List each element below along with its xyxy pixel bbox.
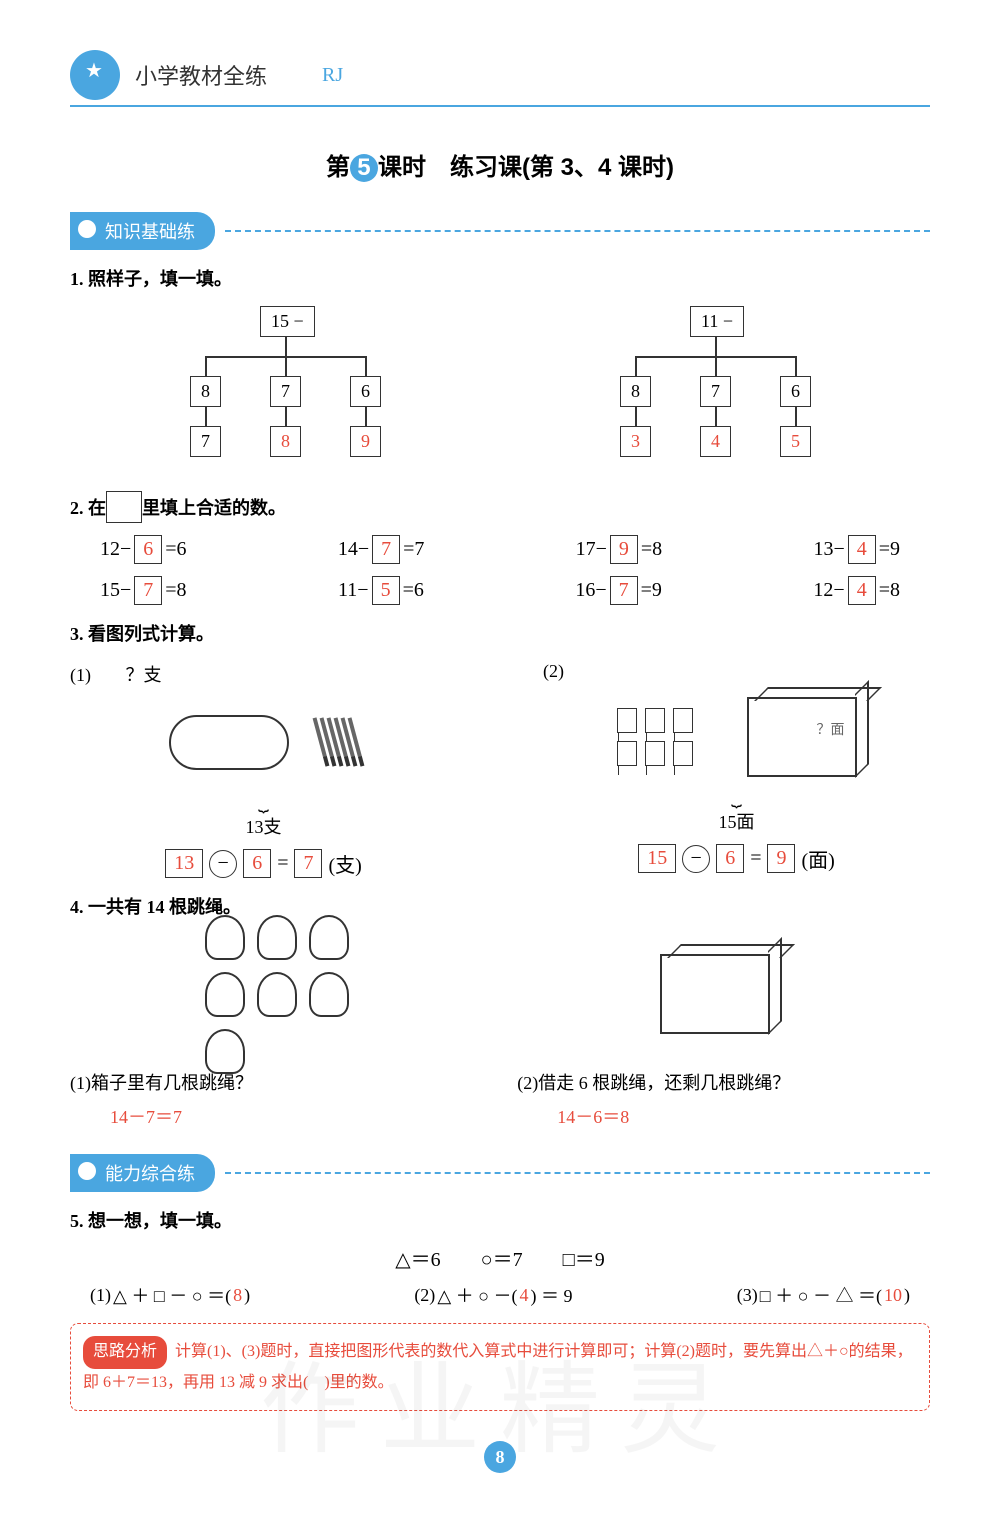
tree1-top: 15 − xyxy=(260,306,315,337)
header-edition: RJ xyxy=(322,64,343,87)
q2-prefix: 在 xyxy=(88,498,106,518)
tree-1: 15 − 8 7 6 7 8 9 xyxy=(145,306,425,476)
q3-label: 3. xyxy=(70,624,84,644)
lesson-suffix: 练习课(第 3、4 课时) xyxy=(450,154,674,181)
q4-p1: (1)箱子里有几根跳绳？ 14－7＝7 xyxy=(70,1069,483,1129)
section-badge-basic: 知识基础练 xyxy=(70,212,215,250)
q3-p1: (1) ？支 ⏟13支 13 − 6 = 7 (支) xyxy=(70,661,457,878)
q3-p2-brace: ⏟15面 xyxy=(543,787,930,834)
tree2-top: 11 − xyxy=(690,306,744,337)
q2-blank-icon xyxy=(106,491,142,523)
q2-row-0: 12−6=6 14−7=7 17−9=8 13−4=9 xyxy=(100,535,900,564)
q3-p2-num: (2) xyxy=(543,661,564,681)
box-icon-2 xyxy=(625,934,805,1054)
section-badge-comprehensive: 能力综合练 xyxy=(70,1154,215,1192)
q4-p1-ans: 14－7＝7 xyxy=(110,1103,483,1129)
analysis-text: 计算(1)、(3)题时，直接把图形代表的数代入算式中进行计算即可；计算(2)题时… xyxy=(83,1343,913,1391)
tree1-bot-0: 7 xyxy=(190,426,221,457)
tree1-mid-1: 7 xyxy=(270,376,301,407)
flags-icon xyxy=(617,708,717,766)
tree2-bot-0: 3 xyxy=(620,426,651,457)
tree2-bot-2: 5 xyxy=(780,426,811,457)
q2-0-2: 17−9=8 xyxy=(576,535,663,564)
box-icon: ？面 xyxy=(747,697,857,777)
analysis-badge: 思路分析 xyxy=(83,1336,167,1369)
lesson-title: 第5课时 练习课(第 3、4 课时) xyxy=(70,147,930,182)
question-1: 1. 照样子，填一填。 15 − 8 7 6 7 8 9 xyxy=(70,265,930,476)
q2-row-1: 15−7=8 11−5=6 16−7=9 12−4=8 xyxy=(100,576,900,605)
q3-p1-top: ？支 xyxy=(126,665,162,685)
ropes-icon xyxy=(195,934,375,1054)
q3-p1-equation: 13 − 6 = 7 (支) xyxy=(70,849,457,878)
q2-0-3: 13−4=9 xyxy=(813,535,900,564)
q3-p2-image: ？面 xyxy=(543,692,930,782)
q4-label: 4. xyxy=(70,897,84,917)
lesson-prefix: 第 xyxy=(326,154,350,181)
lesson-number-badge: 5 xyxy=(350,154,378,182)
tree-2: 11 − 8 7 6 3 4 5 xyxy=(575,306,855,476)
tree2-mid-1: 7 xyxy=(700,376,731,407)
q2-1-3: 12−4=8 xyxy=(813,576,900,605)
section-header-comprehensive: 能力综合练 xyxy=(70,1154,930,1192)
question-4: 4. 一共有 14 根跳绳。 (1)箱子里有几根跳绳？ 14－7＝7 (2)借走… xyxy=(70,893,930,1129)
q2-1-1: 11−5=6 xyxy=(338,576,424,605)
header-title: 小学教材全练 xyxy=(135,59,267,91)
q4-p2: (2)借走 6 根跳绳，还剩几根跳绳？ 14－6＝8 xyxy=(517,1069,930,1129)
q3-p1-brace: ⏟13支 xyxy=(70,792,457,839)
q5-item-2: (3) □ ＋ ○ － △ ＝(10) xyxy=(737,1282,910,1308)
pencils-icon xyxy=(319,717,358,767)
tree2-mid-2: 6 xyxy=(780,376,811,407)
q1-text: 照样子，填一填。 xyxy=(88,269,232,289)
tree1-mid-2: 6 xyxy=(350,376,381,407)
question-3: 3. 看图列式计算。 (1) ？支 ⏟13支 13 − 6 = xyxy=(70,620,930,878)
tree1-mid-0: 8 xyxy=(190,376,221,407)
q2-1-2: 16−7=9 xyxy=(575,576,662,605)
q5-items: (1) △ ＋ □ － ○ ＝(8) (2) △ ＋ ○ －(4) ＝ 9 (3… xyxy=(90,1282,910,1308)
q2-label: 2. xyxy=(70,498,84,518)
q4-p2-ans: 14－6＝8 xyxy=(557,1103,930,1129)
q4-subquestions: (1)箱子里有几根跳绳？ 14－7＝7 (2)借走 6 根跳绳，还剩几根跳绳？ … xyxy=(70,1069,930,1129)
page-number: 8 xyxy=(70,1441,930,1473)
tree1-bot-2: 9 xyxy=(350,426,381,457)
pencil-case-icon xyxy=(169,715,289,770)
q3-row: (1) ？支 ⏟13支 13 − 6 = 7 (支) xyxy=(70,661,930,878)
page-number-value: 8 xyxy=(484,1441,516,1473)
question-2: 2. 在 里填上合适的数。 12−6=6 14−7=7 17−9=8 13−4=… xyxy=(70,491,930,605)
q3-p1-image xyxy=(70,697,457,787)
lesson-mid: 课时 xyxy=(378,154,426,181)
tree2-bot-1: 4 xyxy=(700,426,731,457)
header-logo-icon xyxy=(70,50,120,100)
section-header-basic: 知识基础练 xyxy=(70,212,930,250)
q3-p1-num: (1) xyxy=(70,665,91,685)
page-header: 小学教材全练 RJ xyxy=(70,50,930,107)
analysis-box: 思路分析计算(1)、(3)题时，直接把图形代表的数代入算式中进行计算即可；计算(… xyxy=(70,1323,930,1411)
q5-label: 5. xyxy=(70,1211,84,1231)
section-divider-2 xyxy=(225,1172,930,1174)
q5-symbols: △＝6 ○＝7 □＝9 xyxy=(70,1243,930,1272)
q5-item-0: (1) △ ＋ □ － ○ ＝(8) xyxy=(90,1282,250,1308)
q5-text: 想一想，填一填。 xyxy=(88,1211,232,1231)
q2-suffix: 里填上合适的数。 xyxy=(142,498,286,518)
q4-images xyxy=(70,934,930,1054)
q3-text: 看图列式计算。 xyxy=(88,624,214,644)
q1-trees: 15 − 8 7 6 7 8 9 11 − xyxy=(70,306,930,476)
section-divider xyxy=(225,230,930,232)
q2-1-0: 15−7=8 xyxy=(100,576,187,605)
q4-p1-q: (1)箱子里有几根跳绳？ xyxy=(70,1069,483,1095)
q3-p2-equation: 15 − 6 = 9 (面) xyxy=(543,844,930,873)
tree2-mid-0: 8 xyxy=(620,376,651,407)
q3-p2: (2) ？面 ⏟15面 15 − 6 = 9 xyxy=(543,661,930,878)
question-5: 5. 想一想，填一填。 △＝6 ○＝7 □＝9 (1) △ ＋ □ － ○ ＝(… xyxy=(70,1207,930,1308)
q2-0-1: 14−7=7 xyxy=(338,535,425,564)
tree1-bot-1: 8 xyxy=(270,426,301,457)
q2-0-0: 12−6=6 xyxy=(100,535,187,564)
q4-p2-q: (2)借走 6 根跳绳，还剩几根跳绳？ xyxy=(517,1069,930,1095)
q1-label: 1. xyxy=(70,269,84,289)
q5-item-1: (2) △ ＋ ○ －(4) ＝ 9 xyxy=(414,1282,572,1308)
